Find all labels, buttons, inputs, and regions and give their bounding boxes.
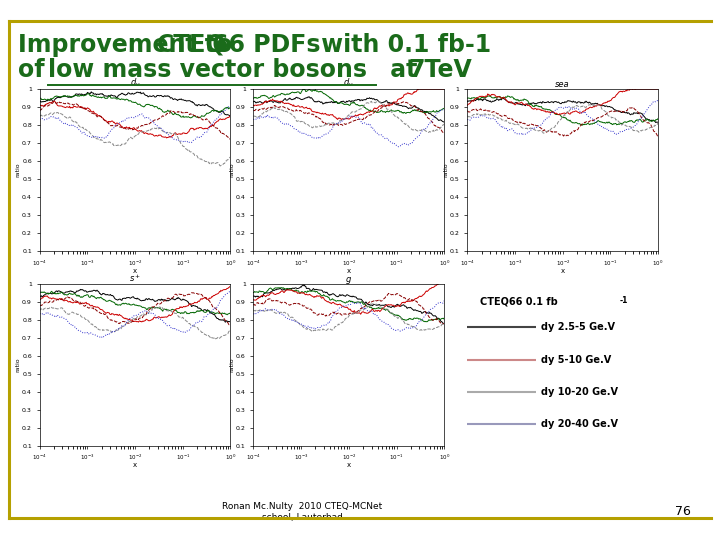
Y-axis label: ratio: ratio — [230, 163, 235, 178]
Text: dy 20-40 Ge.V: dy 20-40 Ge.V — [541, 420, 618, 429]
Text: of: of — [18, 58, 53, 82]
Title: $d_v$: $d_v$ — [130, 77, 140, 89]
Text: 76: 76 — [675, 505, 691, 518]
Text: CTEQ66 0.1 fb: CTEQ66 0.1 fb — [480, 296, 557, 307]
X-axis label: x: x — [133, 268, 137, 274]
Title: $s^+$: $s^+$ — [129, 272, 141, 284]
X-axis label: x: x — [347, 268, 351, 274]
X-axis label: x: x — [347, 462, 351, 468]
X-axis label: x: x — [561, 268, 564, 274]
Text: 7TeV: 7TeV — [408, 58, 472, 82]
Y-axis label: ratio: ratio — [16, 163, 21, 178]
Text: Ronan Mc.Nulty  2010 CTEQ-MCNet
school, Lauterbad: Ronan Mc.Nulty 2010 CTEQ-MCNet school, L… — [222, 502, 382, 522]
Text: with 0.1 fb-1: with 0.1 fb-1 — [313, 33, 491, 57]
Text: dy 2.5-5 Ge.V: dy 2.5-5 Ge.V — [541, 322, 615, 332]
Text: CTEQ: CTEQ — [157, 33, 227, 57]
Text: dy 10-20 Ge.V: dy 10-20 Ge.V — [541, 387, 618, 397]
Title: sea: sea — [555, 80, 570, 89]
Title: $d_v$: $d_v$ — [343, 77, 354, 89]
X-axis label: x: x — [133, 462, 137, 468]
Title: g: g — [346, 274, 351, 284]
Y-axis label: ratio: ratio — [444, 163, 449, 178]
Text: at: at — [382, 58, 426, 82]
Text: 66 PDFs: 66 PDFs — [212, 33, 321, 57]
Y-axis label: ratio: ratio — [16, 357, 21, 372]
Text: Improvement to: Improvement to — [18, 33, 240, 57]
Y-axis label: ratio: ratio — [230, 357, 235, 372]
Text: low mass vector bosons: low mass vector bosons — [48, 58, 366, 82]
Text: -1: -1 — [619, 296, 628, 306]
Text: dy 5-10 Ge.V: dy 5-10 Ge.V — [541, 355, 611, 365]
